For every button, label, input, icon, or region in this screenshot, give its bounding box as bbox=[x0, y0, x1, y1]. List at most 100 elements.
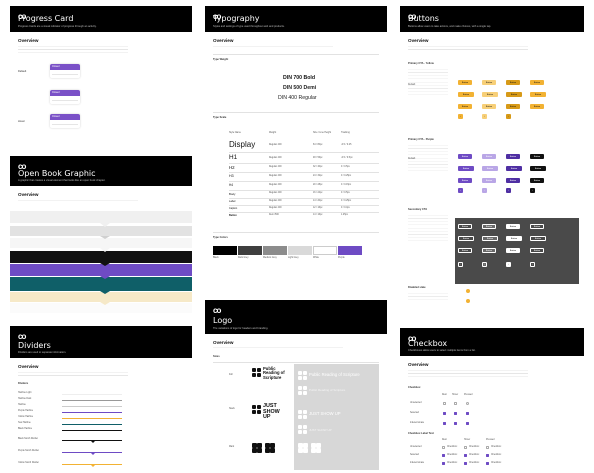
book-band-cream bbox=[10, 292, 192, 302]
logo-stack-text-inverse: JUST SHOW UP bbox=[309, 428, 332, 432]
secondary-icon-button[interactable]: › bbox=[482, 262, 487, 267]
checkbox-header: co Checkbox Checkboxes allow users to se… bbox=[400, 328, 584, 356]
checkbox[interactable] bbox=[454, 422, 458, 426]
checkbox-col-header: Pressed bbox=[486, 439, 495, 441]
secondary-button[interactable]: Button bbox=[482, 248, 496, 253]
secondary-icon-button[interactable]: › bbox=[458, 262, 463, 267]
purple-button[interactable]: Button bbox=[458, 178, 472, 183]
weight-regular: DIN 400 Regular bbox=[278, 95, 317, 101]
secondary-button[interactable]: Button bbox=[482, 236, 498, 241]
yellow-button[interactable]: Button bbox=[506, 104, 520, 109]
purple-button[interactable]: Button bbox=[482, 178, 496, 183]
logo-full-text-inverse: Public Reading of Scripture bbox=[309, 388, 346, 392]
book-notch bbox=[100, 236, 110, 239]
buttons-header: co Buttons Buttons allow users to take a… bbox=[400, 6, 584, 32]
yellow-button[interactable]: Button bbox=[530, 104, 544, 109]
yellow-button[interactable]: Button bbox=[482, 104, 496, 109]
secondary-button[interactable]: Button bbox=[506, 236, 522, 241]
secondary-button[interactable]: Button bbox=[482, 224, 496, 229]
secondary-button[interactable]: Button bbox=[458, 224, 472, 229]
disabled-heading: Disabled state bbox=[408, 286, 426, 289]
secondary-button[interactable]: Button bbox=[458, 236, 474, 241]
checkbox[interactable] bbox=[442, 446, 446, 450]
secondary-button[interactable]: Button bbox=[530, 236, 546, 241]
checkbox[interactable] bbox=[443, 422, 447, 426]
purple-button[interactable]: Button bbox=[482, 154, 496, 159]
weight-demi: DIN 500 Demi bbox=[283, 85, 317, 91]
secondary-button[interactable]: Button bbox=[458, 248, 472, 253]
yellow-icon-button[interactable]: › bbox=[482, 114, 487, 119]
purple-button[interactable]: Button bbox=[458, 154, 472, 159]
checkbox-option-label: Checkbox bbox=[447, 446, 458, 448]
type-scale-heading: Type Scale bbox=[213, 116, 227, 119]
checkbox[interactable] bbox=[442, 462, 446, 466]
overview-heading: Overview bbox=[213, 38, 234, 43]
scale-row-weight: Regular 400 bbox=[269, 184, 282, 186]
divider-sample bbox=[62, 424, 122, 425]
overview-text bbox=[18, 199, 138, 203]
page-title: Checkbox bbox=[408, 339, 448, 348]
page-title: Open Book Graphic bbox=[18, 169, 96, 178]
row-divider bbox=[229, 205, 379, 206]
scale-col-header: Weight bbox=[269, 132, 277, 134]
purple-icon-button[interactable]: › bbox=[458, 188, 463, 193]
secondary-button[interactable]: Button bbox=[530, 224, 544, 229]
yellow-button[interactable]: Button bbox=[530, 80, 544, 85]
yellow-button[interactable]: Button bbox=[506, 80, 520, 85]
checkbox[interactable] bbox=[443, 412, 447, 416]
yellow-button[interactable]: Button bbox=[506, 92, 522, 97]
secondary-button[interactable]: Button bbox=[530, 248, 544, 253]
checkbox[interactable] bbox=[454, 412, 458, 416]
secondary-icon-button[interactable]: › bbox=[506, 262, 511, 267]
checkbox[interactable] bbox=[486, 446, 490, 450]
checkbox[interactable] bbox=[464, 454, 468, 458]
yellow-icon-button[interactable]: › bbox=[458, 114, 463, 119]
swatch-light-grey bbox=[288, 246, 312, 255]
yellow-icon-button[interactable]: › bbox=[506, 114, 511, 119]
checkbox[interactable] bbox=[466, 412, 470, 416]
purple-button[interactable]: Button bbox=[506, 166, 522, 171]
checkbox[interactable] bbox=[443, 402, 447, 406]
purple-button[interactable]: Button bbox=[506, 154, 520, 159]
yellow-button[interactable]: Button bbox=[482, 92, 498, 97]
purple-icon-button[interactable]: › bbox=[506, 188, 511, 193]
yellow-button[interactable]: Button bbox=[482, 80, 496, 85]
secondary-button[interactable]: Button bbox=[506, 224, 520, 229]
purple-button[interactable]: Button bbox=[482, 166, 498, 171]
purple-icon-button[interactable]: › bbox=[482, 188, 487, 193]
secondary-icon-button[interactable]: › bbox=[530, 262, 535, 267]
logo-full-text: Public Reading of Scripture bbox=[263, 366, 285, 380]
purple-button[interactable]: Button bbox=[530, 178, 544, 183]
scale-row-track: 0 / 0.15px bbox=[341, 184, 352, 186]
checkbox[interactable] bbox=[442, 454, 446, 458]
checkbox[interactable] bbox=[464, 462, 468, 466]
progress-card[interactable]: Closed bbox=[50, 64, 80, 78]
progress-card[interactable]: Closed bbox=[50, 114, 80, 128]
checkbox[interactable] bbox=[464, 446, 468, 450]
purple-button[interactable]: Button bbox=[506, 178, 520, 183]
swatch-label: Purple bbox=[338, 257, 345, 259]
progress-card[interactable]: Closed bbox=[50, 90, 80, 104]
yellow-button[interactable]: Button bbox=[458, 80, 472, 85]
checkbox-option-label: Checkbox bbox=[447, 462, 458, 464]
purple-button[interactable]: Button bbox=[530, 154, 544, 159]
checkbox[interactable] bbox=[486, 454, 490, 458]
yellow-button[interactable]: Button bbox=[458, 92, 474, 97]
checkbox[interactable] bbox=[486, 462, 490, 466]
book-band-white bbox=[10, 303, 192, 313]
secondary-button[interactable]: Button bbox=[506, 248, 520, 253]
purple-button[interactable]: Button bbox=[530, 166, 546, 171]
purple-icon-button[interactable]: › bbox=[530, 188, 535, 193]
checkbox-col-header: Hover bbox=[452, 394, 459, 396]
yellow-button[interactable]: Button bbox=[458, 104, 472, 109]
checkbox[interactable] bbox=[454, 402, 458, 406]
divider-sample bbox=[62, 394, 122, 395]
purple-button[interactable]: Button bbox=[458, 166, 474, 171]
scale-row-size: 32 / 40px bbox=[313, 166, 323, 168]
yellow-button[interactable]: Button bbox=[530, 92, 546, 97]
scale-row-name: Button bbox=[229, 214, 237, 217]
checkbox[interactable] bbox=[466, 422, 470, 426]
checkbox[interactable] bbox=[466, 402, 470, 406]
divider-sample bbox=[62, 430, 122, 431]
scale-row-weight: Regular 400 bbox=[269, 192, 282, 194]
